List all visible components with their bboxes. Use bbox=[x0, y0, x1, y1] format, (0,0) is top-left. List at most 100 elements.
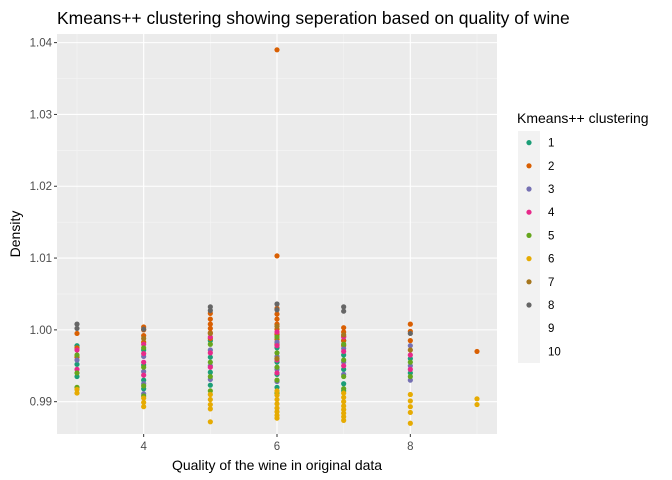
data-point-cluster-6 bbox=[207, 396, 213, 403]
data-point-cluster-6 bbox=[74, 390, 80, 396]
data-point-cluster-6 bbox=[341, 417, 347, 423]
data-point-cluster-5 bbox=[274, 364, 280, 370]
data-point-cluster-1 bbox=[341, 352, 347, 358]
data-point-cluster-2 bbox=[207, 325, 213, 332]
data-point-cluster-3 bbox=[141, 368, 147, 375]
data-point-cluster-6 bbox=[341, 403, 347, 409]
data-point-cluster-6 bbox=[407, 404, 413, 410]
y-tick-label: 1.03 bbox=[30, 109, 52, 121]
legend-label: 9 bbox=[548, 323, 554, 335]
data-point-cluster-7 bbox=[207, 330, 213, 337]
data-point-cluster-6 bbox=[274, 388, 280, 394]
data-point-cluster-6 bbox=[207, 391, 213, 398]
data-point-cluster-8 bbox=[341, 304, 347, 310]
data-point-cluster-5 bbox=[207, 388, 213, 394]
data-point-cluster-6 bbox=[341, 394, 347, 400]
data-point-cluster-6 bbox=[341, 399, 347, 405]
data-point-cluster-6 bbox=[207, 401, 213, 408]
data-point-cluster-6 bbox=[474, 396, 480, 402]
legend-key-4 bbox=[526, 209, 532, 215]
data-point-cluster-2 bbox=[341, 325, 347, 331]
data-point-cluster-4 bbox=[407, 366, 413, 372]
data-point-cluster-1 bbox=[341, 366, 347, 372]
data-point-cluster-2 bbox=[274, 47, 280, 53]
legend-items: 1 2 3 4 5 6 7 8 9 10 bbox=[518, 131, 561, 363]
legend-label: 2 bbox=[548, 161, 554, 173]
data-point-cluster-6 bbox=[407, 409, 413, 416]
data-point-cluster-4 bbox=[141, 372, 147, 378]
y-tick-label: 0.99 bbox=[30, 397, 52, 409]
data-point-cluster-4 bbox=[74, 366, 80, 372]
data-point-cluster-4 bbox=[207, 350, 213, 356]
data-point-cluster-6 bbox=[407, 420, 413, 426]
data-point-cluster-2 bbox=[474, 348, 480, 355]
data-point-cluster-6 bbox=[341, 406, 347, 413]
data-point-cluster-6 bbox=[274, 409, 280, 415]
data-point-cluster-2 bbox=[341, 338, 347, 344]
data-point-cluster-1 bbox=[407, 370, 413, 376]
data-point-cluster-3 bbox=[407, 377, 413, 383]
x-tick-label: 8 bbox=[407, 441, 413, 453]
data-point-cluster-6 bbox=[207, 419, 213, 425]
data-point-cluster-2 bbox=[207, 316, 213, 322]
y-axis-title: Density bbox=[7, 211, 23, 258]
data-point-cluster-8 bbox=[274, 307, 280, 313]
data-point-cluster-5 bbox=[207, 341, 213, 347]
data-point-cluster-4 bbox=[207, 334, 213, 340]
legend-key-3 bbox=[526, 186, 532, 192]
data-point-cluster-3 bbox=[274, 339, 280, 345]
data-point-cluster-6 bbox=[407, 398, 413, 404]
data-point-cluster-5 bbox=[341, 341, 347, 347]
legend-label: 1 bbox=[548, 138, 554, 150]
data-point-cluster-6 bbox=[341, 414, 347, 420]
data-point-cluster-5 bbox=[141, 364, 147, 370]
legend-label: 4 bbox=[548, 207, 555, 219]
legend-key-background bbox=[518, 131, 540, 363]
data-point-cluster-5 bbox=[141, 383, 147, 389]
data-point-cluster-4 bbox=[274, 343, 280, 349]
data-point-cluster-7 bbox=[407, 347, 413, 353]
data-point-cluster-4 bbox=[141, 350, 147, 357]
data-point-cluster-6 bbox=[207, 406, 213, 412]
data-point-cluster-2 bbox=[407, 338, 413, 344]
data-point-cluster-5 bbox=[341, 357, 347, 363]
data-point-cluster-1 bbox=[207, 369, 213, 375]
legend-key-7 bbox=[526, 279, 532, 285]
legend-key-2 bbox=[526, 163, 532, 169]
data-point-cluster-5 bbox=[274, 377, 280, 383]
data-point-cluster-7 bbox=[141, 335, 147, 342]
data-point-cluster-5 bbox=[341, 386, 347, 392]
y-axis: 0.99 1.00 1.01 1.02 1.03 1.04 bbox=[30, 38, 57, 409]
data-point-cluster-2 bbox=[274, 311, 280, 317]
data-point-cluster-5 bbox=[207, 359, 213, 365]
data-point-cluster-5 bbox=[74, 352, 80, 358]
x-tick-label: 4 bbox=[140, 441, 147, 453]
y-tick-label: 1.04 bbox=[30, 38, 53, 50]
x-axis-title: Quality of the wine in original data bbox=[172, 457, 382, 473]
data-point-cluster-4 bbox=[407, 352, 413, 358]
data-point-cluster-6 bbox=[274, 405, 280, 411]
data-point-cluster-3 bbox=[407, 363, 413, 369]
data-point-cluster-6 bbox=[474, 401, 480, 408]
data-point-cluster-5 bbox=[74, 370, 80, 376]
data-point-cluster-6 bbox=[274, 396, 280, 403]
data-point-cluster-8 bbox=[207, 307, 213, 314]
data-point-cluster-6 bbox=[274, 401, 280, 407]
data-point-cluster-4 bbox=[141, 359, 147, 365]
data-point-cluster-6 bbox=[141, 404, 147, 410]
data-point-cluster-5 bbox=[274, 334, 280, 340]
data-points bbox=[74, 47, 480, 426]
data-point-cluster-5 bbox=[341, 373, 347, 380]
data-point-cluster-5 bbox=[141, 345, 147, 351]
data-point-cluster-8 bbox=[274, 301, 280, 307]
data-point-cluster-7 bbox=[341, 332, 347, 338]
data-point-cluster-1 bbox=[207, 354, 213, 360]
data-point-cluster-1 bbox=[74, 361, 80, 367]
y-tick-label: 1.02 bbox=[30, 181, 52, 193]
x-axis: 4 6 8 bbox=[140, 434, 414, 453]
legend-label: 7 bbox=[548, 277, 554, 289]
data-point-cluster-8 bbox=[407, 330, 413, 337]
data-point-cluster-6 bbox=[407, 391, 413, 398]
legend-key-8 bbox=[526, 302, 532, 308]
